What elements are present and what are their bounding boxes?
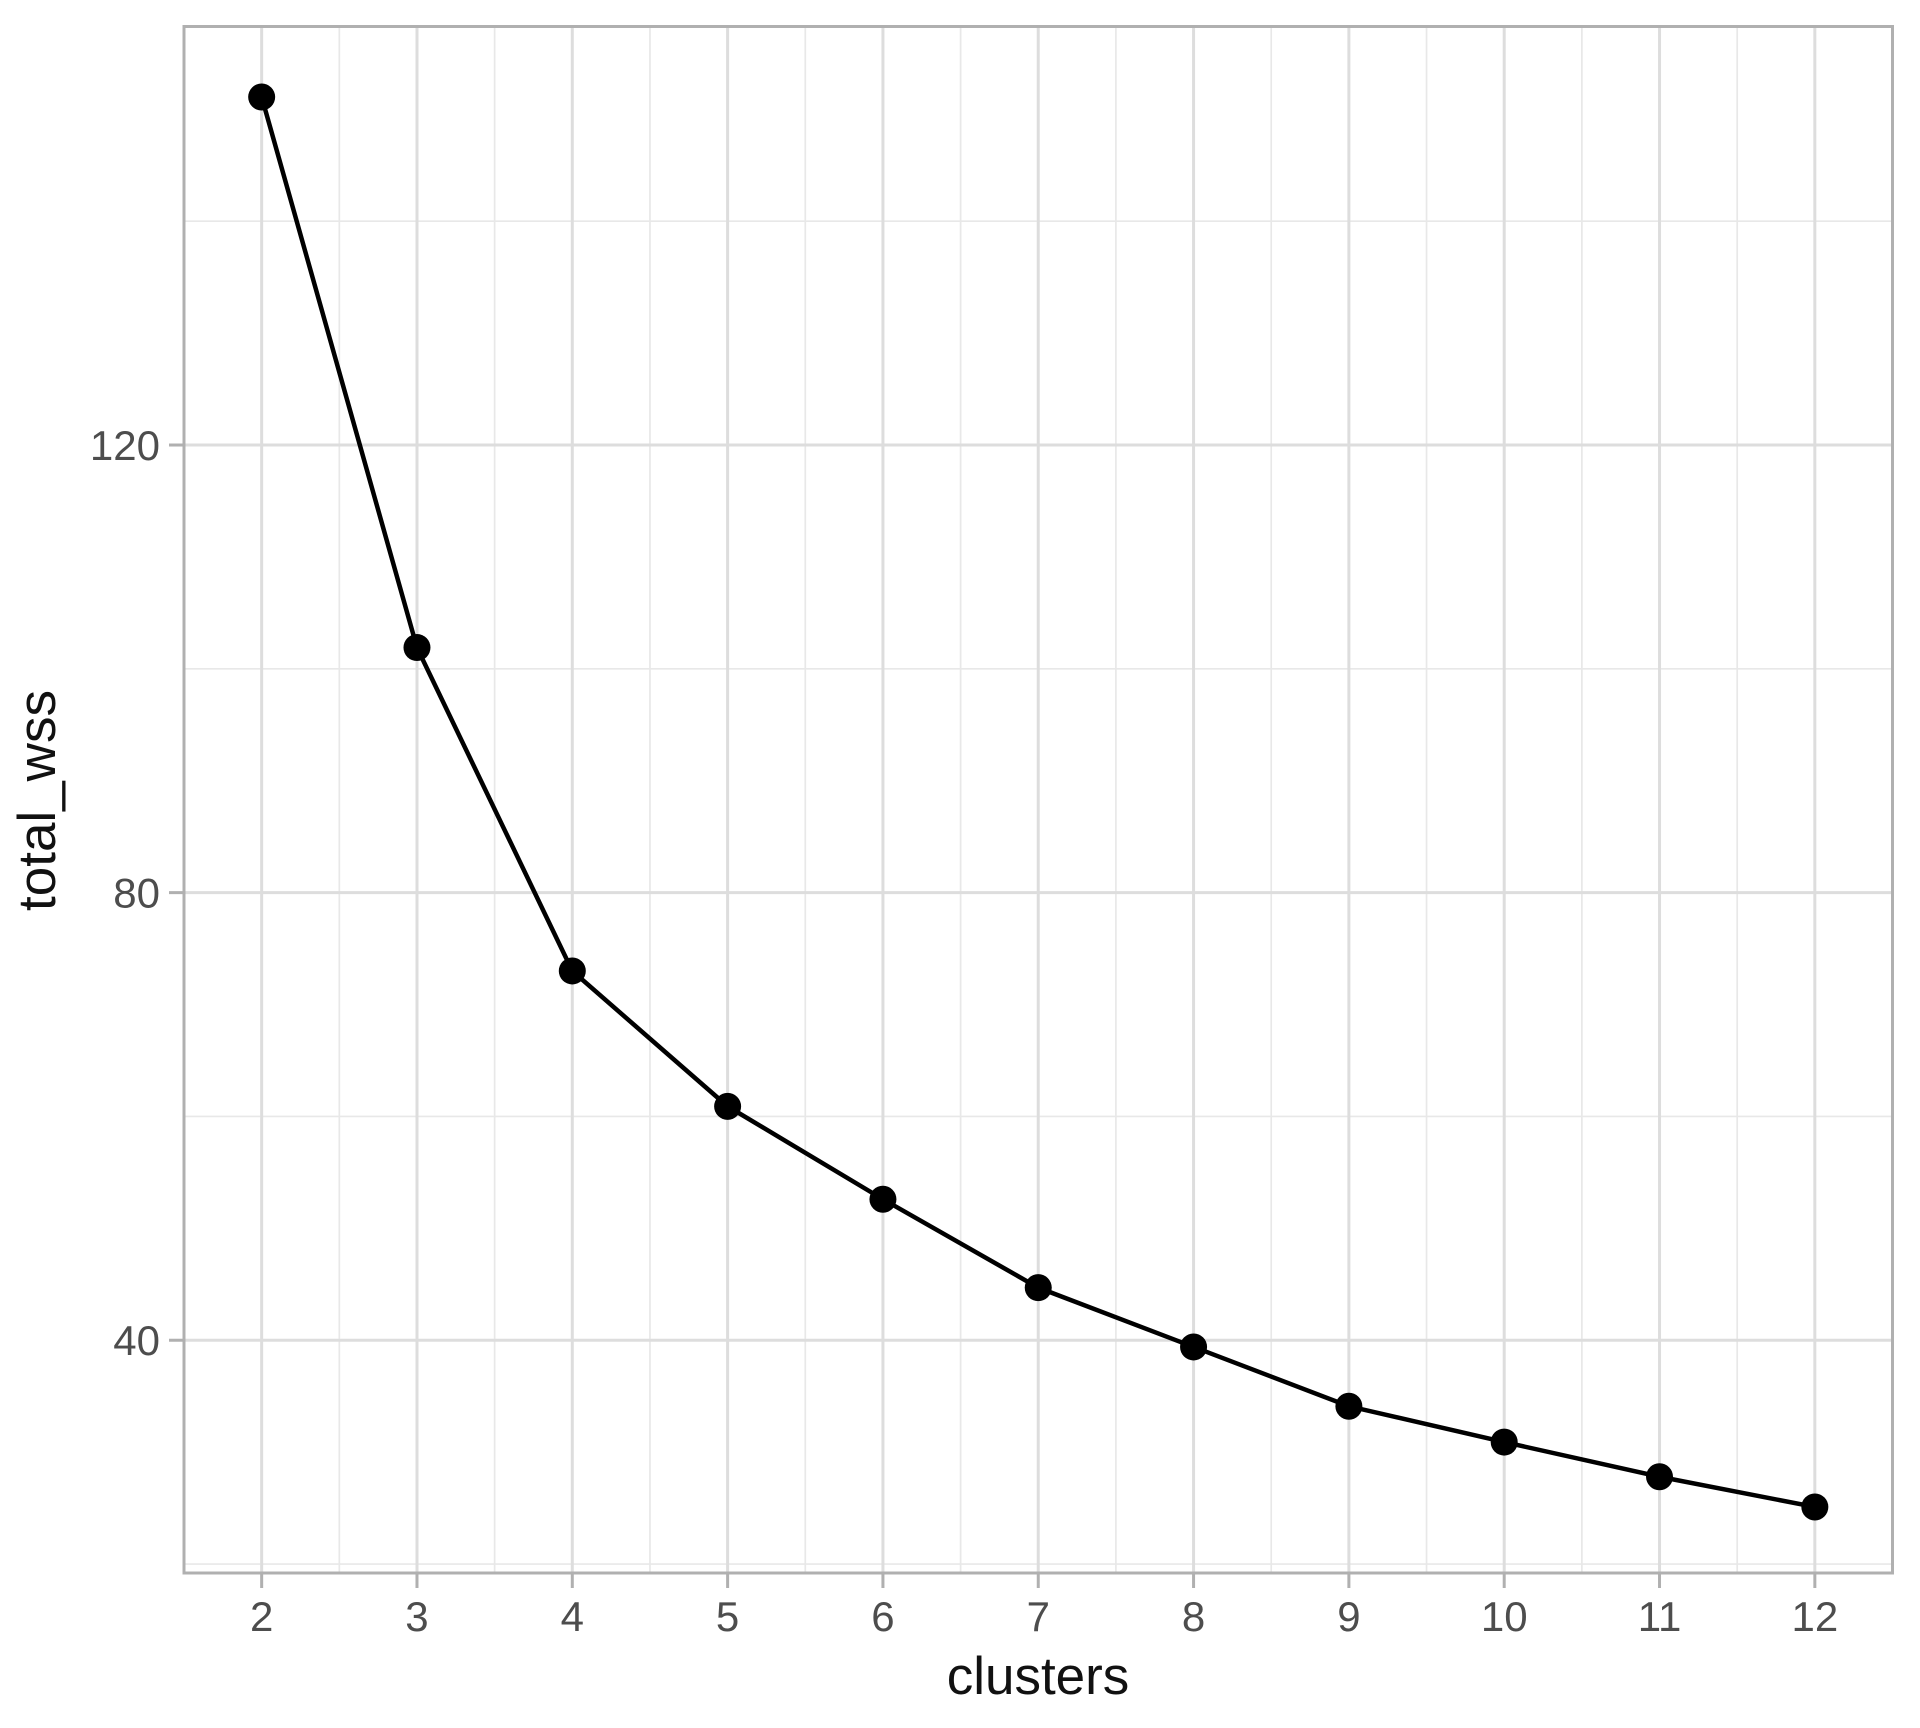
data-point xyxy=(1490,1428,1518,1456)
y-tick-label: 80 xyxy=(113,870,160,917)
y-tick-label: 40 xyxy=(113,1317,160,1364)
x-tick-label: 3 xyxy=(405,1593,428,1640)
data-point xyxy=(869,1185,897,1213)
x-tick-label: 5 xyxy=(716,1593,739,1640)
x-tick-label: 7 xyxy=(1027,1593,1050,1640)
data-point xyxy=(1646,1463,1674,1491)
x-tick-label: 12 xyxy=(1791,1593,1838,1640)
data-point xyxy=(1335,1392,1363,1420)
data-point xyxy=(403,634,431,662)
data-point xyxy=(558,957,586,985)
x-tick-label: 4 xyxy=(561,1593,584,1640)
data-point xyxy=(1801,1493,1829,1521)
x-tick-label: 6 xyxy=(871,1593,894,1640)
y-tick-label: 120 xyxy=(90,422,160,469)
data-point xyxy=(1024,1274,1052,1302)
x-tick-label: 10 xyxy=(1481,1593,1528,1640)
x-tick-label: 8 xyxy=(1182,1593,1205,1640)
data-point xyxy=(248,83,276,111)
x-tick-label: 9 xyxy=(1337,1593,1360,1640)
x-tick-label: 2 xyxy=(250,1593,273,1640)
x-tick-label: 11 xyxy=(1638,1593,1682,1640)
data-point xyxy=(1180,1333,1208,1361)
data-point xyxy=(714,1092,742,1120)
